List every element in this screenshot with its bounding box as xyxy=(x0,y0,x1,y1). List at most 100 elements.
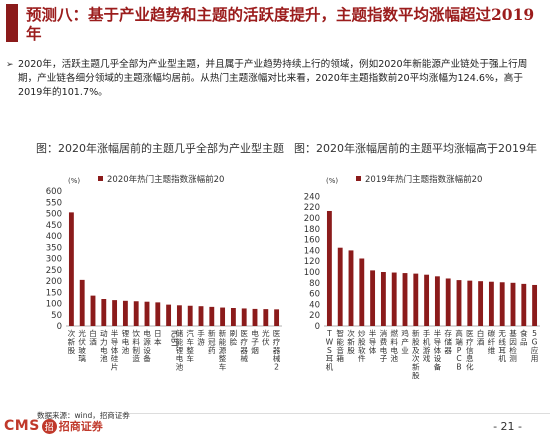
x-tick-char: 食 xyxy=(520,328,528,338)
x-tick-char: 车 xyxy=(219,362,227,372)
cms-logo: CMS 招 招商证券 xyxy=(4,418,103,434)
x-tick-char: 纤 xyxy=(488,336,496,346)
bar xyxy=(166,304,172,326)
x-tick-char: 品 xyxy=(520,337,528,346)
bar xyxy=(187,305,193,326)
x-tick-char: 医 xyxy=(240,329,248,338)
x-tick-char: 导 xyxy=(369,337,377,346)
logo-cms-text: CMS xyxy=(4,418,40,434)
x-tick-char: 白 xyxy=(477,328,485,338)
x-tick-char: 医 xyxy=(466,329,474,338)
x-tick-char: 车 xyxy=(186,336,194,346)
y-tick-label: 500 xyxy=(46,210,62,220)
x-tick-char: 线 xyxy=(498,336,506,346)
bar xyxy=(274,309,280,326)
y-tick-label: 220 xyxy=(304,203,320,213)
x-tick-char: 力 xyxy=(100,336,108,346)
x-tick-char: 电 xyxy=(143,328,151,338)
bar xyxy=(380,272,386,326)
x-tick-char: 新 xyxy=(412,328,420,338)
x-tick-char: 高 xyxy=(455,328,463,338)
y-unit-label: (%) xyxy=(68,177,80,185)
y-tick-label: 180 xyxy=(304,225,320,235)
x-tick-char: 费 xyxy=(380,336,388,346)
bar xyxy=(90,295,96,326)
bar xyxy=(101,299,107,326)
x-tick-char: 械 xyxy=(240,353,248,363)
x-tick-char: 电 xyxy=(390,345,398,355)
x-tick-char: 因 xyxy=(509,337,517,346)
bar xyxy=(252,308,258,326)
x-tick-char: 5 xyxy=(532,329,537,338)
bar xyxy=(263,309,269,326)
x-tick-char: 股 xyxy=(347,346,355,355)
x-tick-char: 存 xyxy=(444,328,452,338)
title-accent-bar xyxy=(6,4,18,42)
y-tick-label: 450 xyxy=(46,221,62,231)
y-tick-label: 550 xyxy=(46,198,62,208)
y-tick-label: 0 xyxy=(315,322,320,332)
x-tick-char: 机 xyxy=(326,362,334,372)
x-tick-char: W xyxy=(326,337,334,346)
bar xyxy=(359,258,365,326)
x-tick-label: 次新股 xyxy=(347,328,355,355)
x-tick-char: 电 xyxy=(100,345,108,355)
bullet-icon: ➢ xyxy=(6,60,14,70)
y-tick-label: 0 xyxy=(57,322,62,332)
y-tick-label: 600 xyxy=(46,187,62,197)
x-tick-char: 药 xyxy=(208,345,216,355)
y-tick-label: 350 xyxy=(46,243,62,253)
bar xyxy=(122,300,128,326)
y-tick-label: 20 xyxy=(309,311,320,321)
legend-label: 2020年热门主题指数涨幅前20 xyxy=(107,174,224,185)
x-tick-char: 端 xyxy=(455,336,463,346)
x-tick-char: 池 xyxy=(176,362,184,372)
bar xyxy=(326,210,332,326)
bar xyxy=(370,270,376,326)
bar xyxy=(413,273,419,326)
x-tick-char: 游 xyxy=(197,336,205,346)
x-tick-char: 半 xyxy=(434,328,442,338)
x-tick-char: 耳 xyxy=(326,354,334,363)
x-tick-char: T xyxy=(326,329,332,338)
y-tick-label: 250 xyxy=(46,266,62,276)
x-tick-char: 手 xyxy=(197,328,205,338)
x-tick-label: 白酒 xyxy=(477,328,485,346)
bar xyxy=(521,283,527,326)
x-tick-char: 2 xyxy=(274,363,279,372)
x-tick-char: 半 xyxy=(369,328,377,338)
x-tick-label: 电子烟 xyxy=(251,328,259,355)
x-tick-label: 半导体 xyxy=(369,328,377,355)
x-tick-char: 储 xyxy=(444,336,452,346)
bar xyxy=(337,247,343,326)
x-tick-char: 消 xyxy=(380,328,388,338)
y-tick-label: 100 xyxy=(304,268,320,278)
x-tick-char: 新 xyxy=(208,328,216,338)
x-tick-char: 电 xyxy=(122,336,130,346)
x-tick-char: 片 xyxy=(111,362,119,372)
x-tick-char: 能 xyxy=(176,336,184,346)
x-tick-char: 整 xyxy=(186,345,194,355)
x-tick-char: 体 xyxy=(369,345,377,355)
x-tick-char: 无 xyxy=(498,329,506,338)
x-tick-text: IGBT xyxy=(170,330,179,348)
bar xyxy=(68,212,74,326)
bar xyxy=(467,280,473,326)
x-tick-label: 日本 xyxy=(154,329,162,346)
x-tick-char: 次 xyxy=(412,353,420,363)
x-tick-label: 次新股 xyxy=(68,328,76,355)
x-tick-char: 造 xyxy=(132,353,140,363)
x-tick-char: 设 xyxy=(434,353,442,363)
x-tick-label: 食品 xyxy=(520,328,528,346)
x-tick-char: 戏 xyxy=(423,353,431,363)
chart-left: (%) 0 50 100 150 200 250 300 350 400 450 500 550 600 2… xyxy=(36,173,288,399)
bar xyxy=(391,272,397,326)
x-tick-char: 饮 xyxy=(132,328,140,338)
x-tick-char: 新 xyxy=(347,336,355,346)
x-tick-char: 烟 xyxy=(251,346,259,355)
x-tick-char: 电 xyxy=(176,353,184,363)
